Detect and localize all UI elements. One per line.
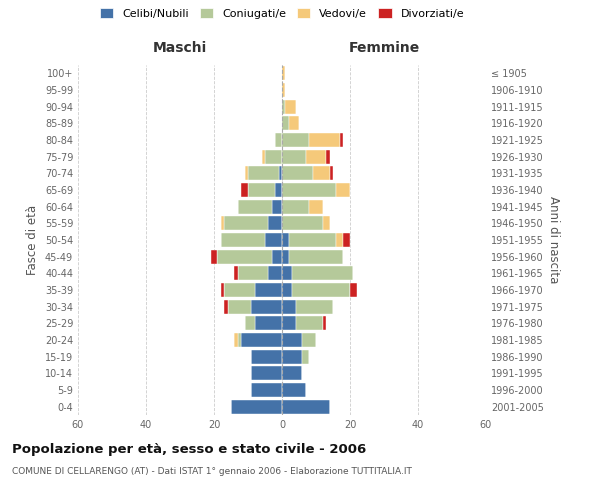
Bar	[282, 66, 286, 80]
Bar	[282, 233, 289, 247]
Bar	[248, 166, 278, 180]
Bar	[282, 350, 302, 364]
Bar	[292, 283, 350, 297]
Bar	[227, 300, 251, 314]
Bar	[245, 166, 248, 180]
Bar	[292, 266, 353, 280]
Bar	[282, 300, 296, 314]
Bar	[340, 133, 343, 147]
Bar	[251, 300, 282, 314]
Bar	[221, 233, 265, 247]
Bar	[282, 116, 289, 130]
Bar	[313, 166, 329, 180]
Bar	[272, 250, 282, 264]
Y-axis label: Anni di nascita: Anni di nascita	[547, 196, 560, 284]
Bar	[251, 350, 282, 364]
Bar	[282, 100, 286, 114]
Bar	[282, 333, 302, 347]
Bar	[235, 333, 238, 347]
Bar	[282, 316, 296, 330]
Bar	[289, 233, 337, 247]
Bar	[265, 150, 282, 164]
Bar	[282, 400, 329, 414]
Bar	[329, 166, 333, 180]
Bar	[282, 83, 286, 97]
Bar	[245, 316, 255, 330]
Bar	[302, 350, 309, 364]
Bar	[278, 166, 282, 180]
Y-axis label: Fasce di età: Fasce di età	[26, 205, 39, 275]
Bar	[343, 233, 350, 247]
Bar	[268, 266, 282, 280]
Bar	[238, 333, 241, 347]
Bar	[282, 366, 302, 380]
Bar	[309, 133, 340, 147]
Text: Maschi: Maschi	[153, 41, 207, 55]
Bar	[302, 333, 316, 347]
Bar	[286, 100, 296, 114]
Bar	[282, 216, 323, 230]
Bar	[309, 200, 323, 214]
Text: COMUNE DI CELLARENGO (AT) - Dati ISTAT 1° gennaio 2006 - Elaborazione TUTTITALIA: COMUNE DI CELLARENGO (AT) - Dati ISTAT 1…	[12, 468, 412, 476]
Bar	[282, 166, 313, 180]
Bar	[211, 250, 217, 264]
Bar	[251, 366, 282, 380]
Bar	[323, 216, 329, 230]
Text: Popolazione per età, sesso e stato civile - 2006: Popolazione per età, sesso e stato civil…	[12, 442, 366, 456]
Bar	[224, 216, 268, 230]
Legend: Celibi/Nubili, Coniugati/e, Vedovi/e, Divorziati/e: Celibi/Nubili, Coniugati/e, Vedovi/e, Di…	[100, 8, 464, 19]
Bar	[326, 150, 329, 164]
Bar	[282, 133, 309, 147]
Bar	[248, 183, 275, 197]
Bar	[296, 316, 323, 330]
Bar	[323, 316, 326, 330]
Bar	[289, 250, 343, 264]
Bar	[217, 250, 272, 264]
Bar	[255, 316, 282, 330]
Bar	[255, 283, 282, 297]
Bar	[221, 216, 224, 230]
Bar	[235, 266, 238, 280]
Bar	[275, 133, 282, 147]
Bar	[224, 283, 255, 297]
Bar	[282, 266, 292, 280]
Bar	[282, 183, 337, 197]
Bar	[224, 300, 227, 314]
Bar	[282, 250, 289, 264]
Bar	[282, 150, 306, 164]
Bar	[282, 283, 292, 297]
Bar	[337, 183, 350, 197]
Bar	[268, 216, 282, 230]
Bar	[306, 150, 326, 164]
Bar	[265, 233, 282, 247]
Bar	[350, 283, 357, 297]
Bar	[238, 266, 268, 280]
Bar	[337, 233, 343, 247]
Bar	[272, 200, 282, 214]
Bar	[221, 283, 224, 297]
Bar	[241, 183, 248, 197]
Bar	[262, 150, 265, 164]
Bar	[296, 300, 333, 314]
Bar	[231, 400, 282, 414]
Bar	[238, 200, 272, 214]
Text: Femmine: Femmine	[349, 41, 419, 55]
Bar	[241, 333, 282, 347]
Bar	[251, 383, 282, 397]
Bar	[289, 116, 299, 130]
Bar	[282, 200, 309, 214]
Bar	[275, 183, 282, 197]
Bar	[282, 383, 306, 397]
